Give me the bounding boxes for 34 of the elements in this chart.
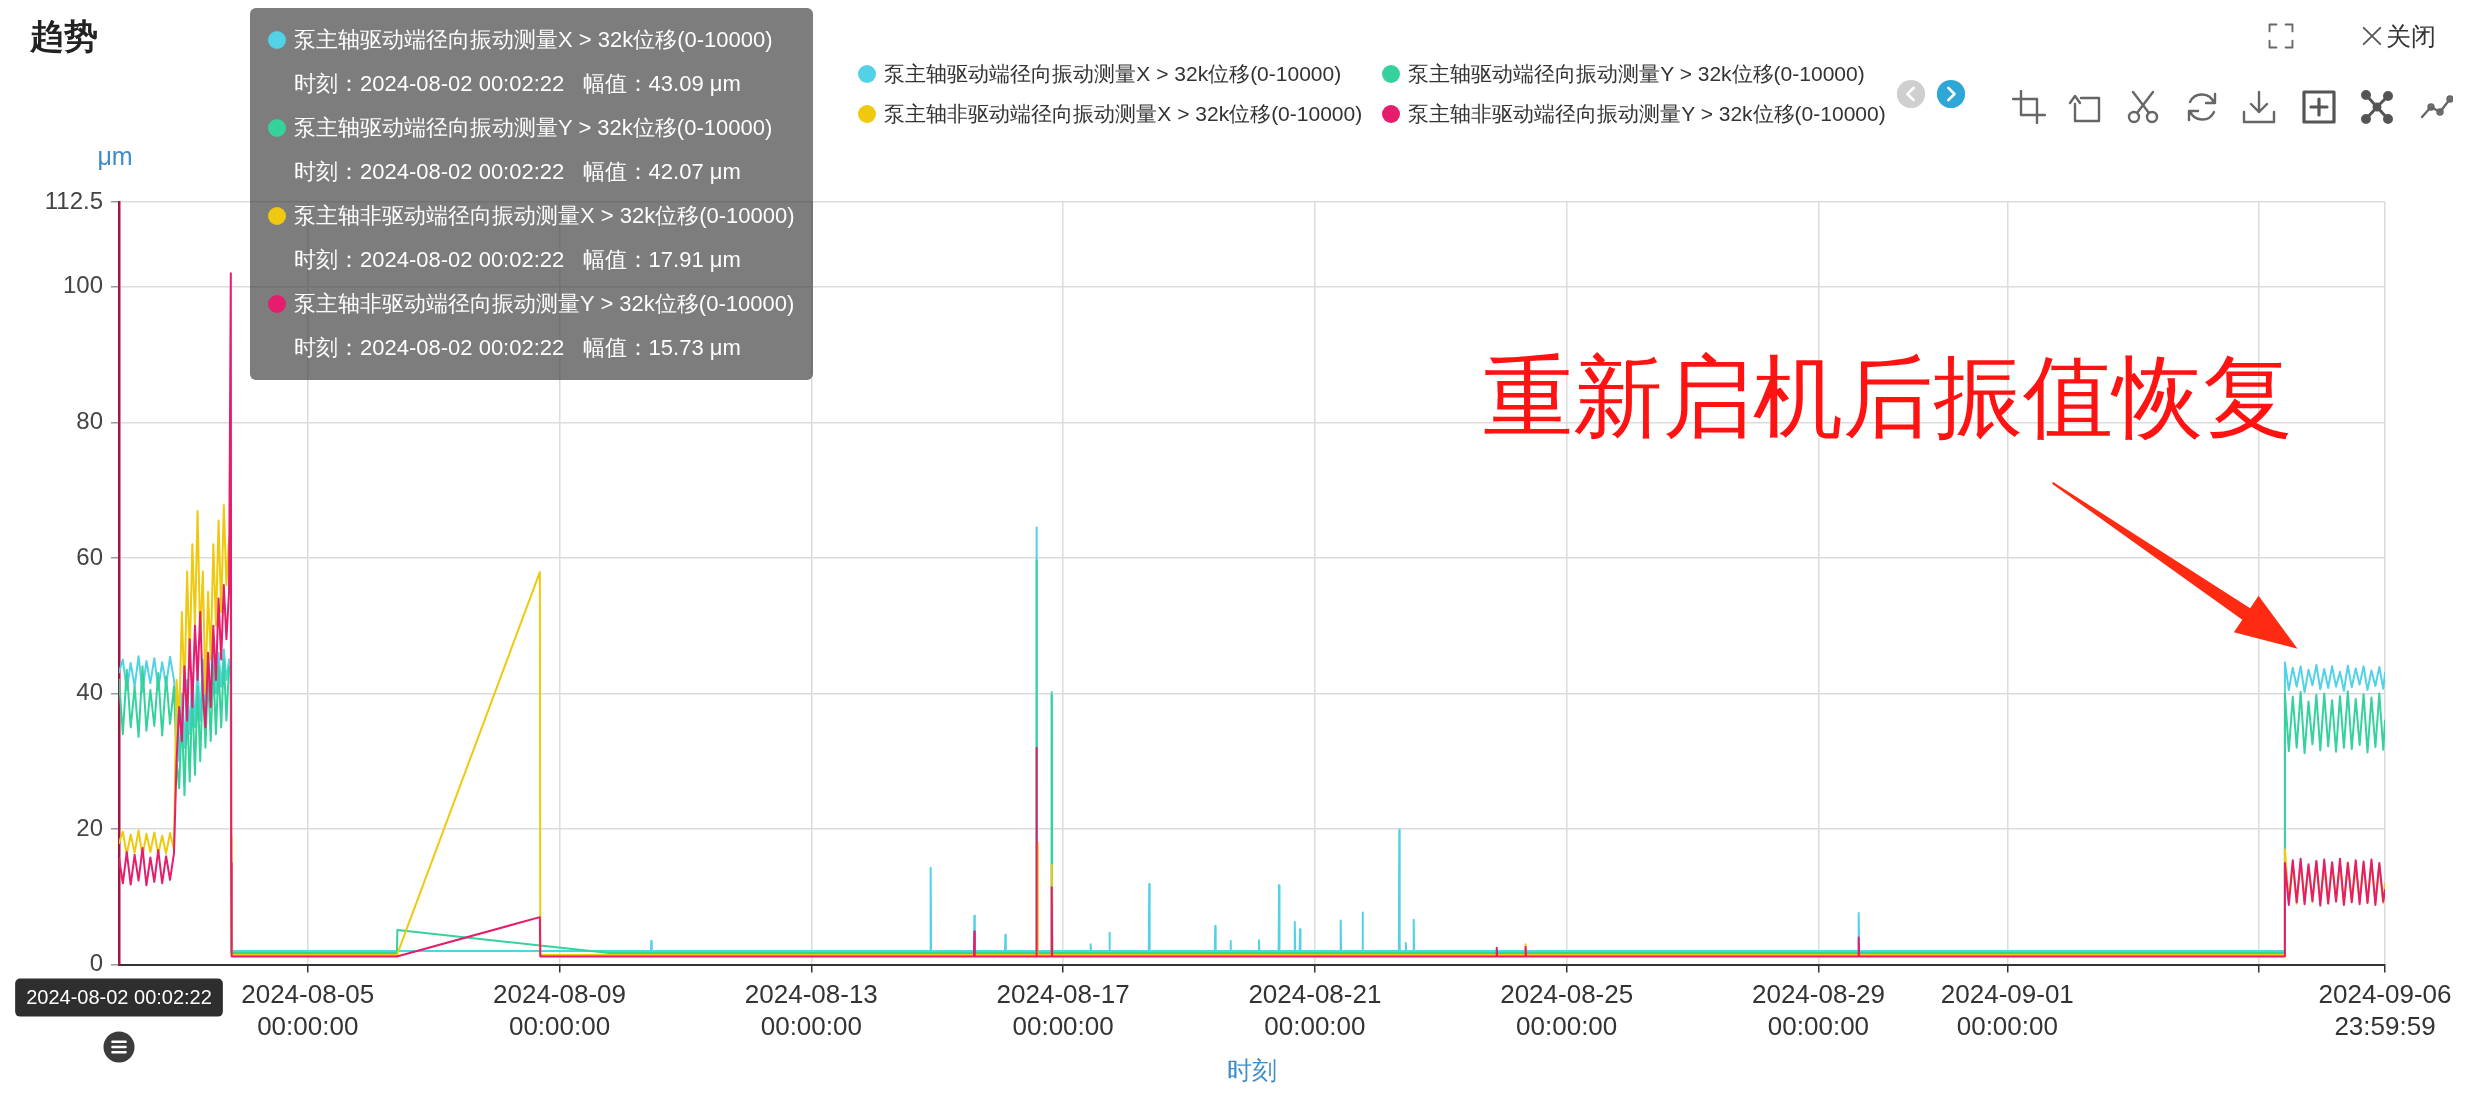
legend-label: 泵主轴非驱动端径向振动测量Y > 32k位移(0-10000): [294, 290, 795, 318]
x-tick-label: 2024-08-29 00:00:00: [1751, 979, 1885, 1041]
legend-label: 泵主轴驱动端径向振动测量Y > 32k位移(0-10000): [294, 114, 773, 142]
y-tick-label: 80: [76, 406, 103, 434]
y-axis-title: μm: [97, 141, 133, 170]
y-tick-label: 40: [76, 678, 103, 706]
y-tick-label: 20: [76, 813, 103, 841]
chart-title: 趋势: [30, 16, 98, 57]
text: 时刻：2024-08-02 00:02:22 幅值：42.07 μm: [293, 158, 742, 186]
x-tick-label: 2024-08-09 00:00:00: [493, 979, 627, 1041]
text: 时刻：2024-08-02 00:02:22 幅值：43.09 μm: [293, 70, 742, 98]
annotation: 重新启机后振值恢复: [1483, 347, 2293, 447]
legend-label: 泵主轴驱动端径向振动测量X > 32k位移(0-10000): [884, 61, 1342, 87]
y-tick-label: 100: [62, 271, 103, 299]
text: 关闭: [2386, 21, 2436, 52]
annotation: 时刻：2024-08-02 00:02:22 幅值：17.91 μm: [293, 246, 742, 274]
text: 泵主轴非驱动端径向振动测量X > 32k位移(0-10000): [884, 102, 1363, 125]
y-tick-label: 0: [89, 949, 103, 977]
annotation: 时刻：2024-08-02 00:02:22 幅值：15.73 μm: [293, 334, 742, 362]
text: 泵主轴驱动端径向振动测量X > 32k位移(0-10000): [294, 27, 773, 52]
x-tick-label: 2024-08-05 00:00:00: [241, 979, 375, 1041]
text: 泵主轴非驱动端径向振动测量Y > 32k位移(0-10000): [1408, 102, 1886, 125]
x-tick-label: 2024-08-25 00:00:00: [1500, 979, 1634, 1041]
text: 泵主轴驱动端径向振动测量Y > 32k位移(0-10000): [1408, 62, 1865, 85]
legend-label: 泵主轴非驱动端径向振动测量X > 32k位移(0-10000): [294, 202, 795, 230]
x-tick-label: 2024-08-17 00:00:00: [996, 979, 1130, 1041]
x-tick-label: 2024-08-21 00:00:00: [1248, 979, 1382, 1041]
x-tick-label: 2024-09-06 23:59:59: [2318, 979, 2452, 1041]
y-tick-label: 60: [76, 542, 103, 570]
x-axis-title: 时刻: [1227, 1055, 1277, 1084]
text: 2024-08-02 00:02:22: [26, 986, 212, 1009]
x-tick-label: 2024-09-01 00:00:00: [1940, 979, 2074, 1041]
x-tick-label: 2024-08-13 00:00:00: [744, 979, 878, 1041]
y-tick-label: 112.5: [44, 186, 103, 214]
